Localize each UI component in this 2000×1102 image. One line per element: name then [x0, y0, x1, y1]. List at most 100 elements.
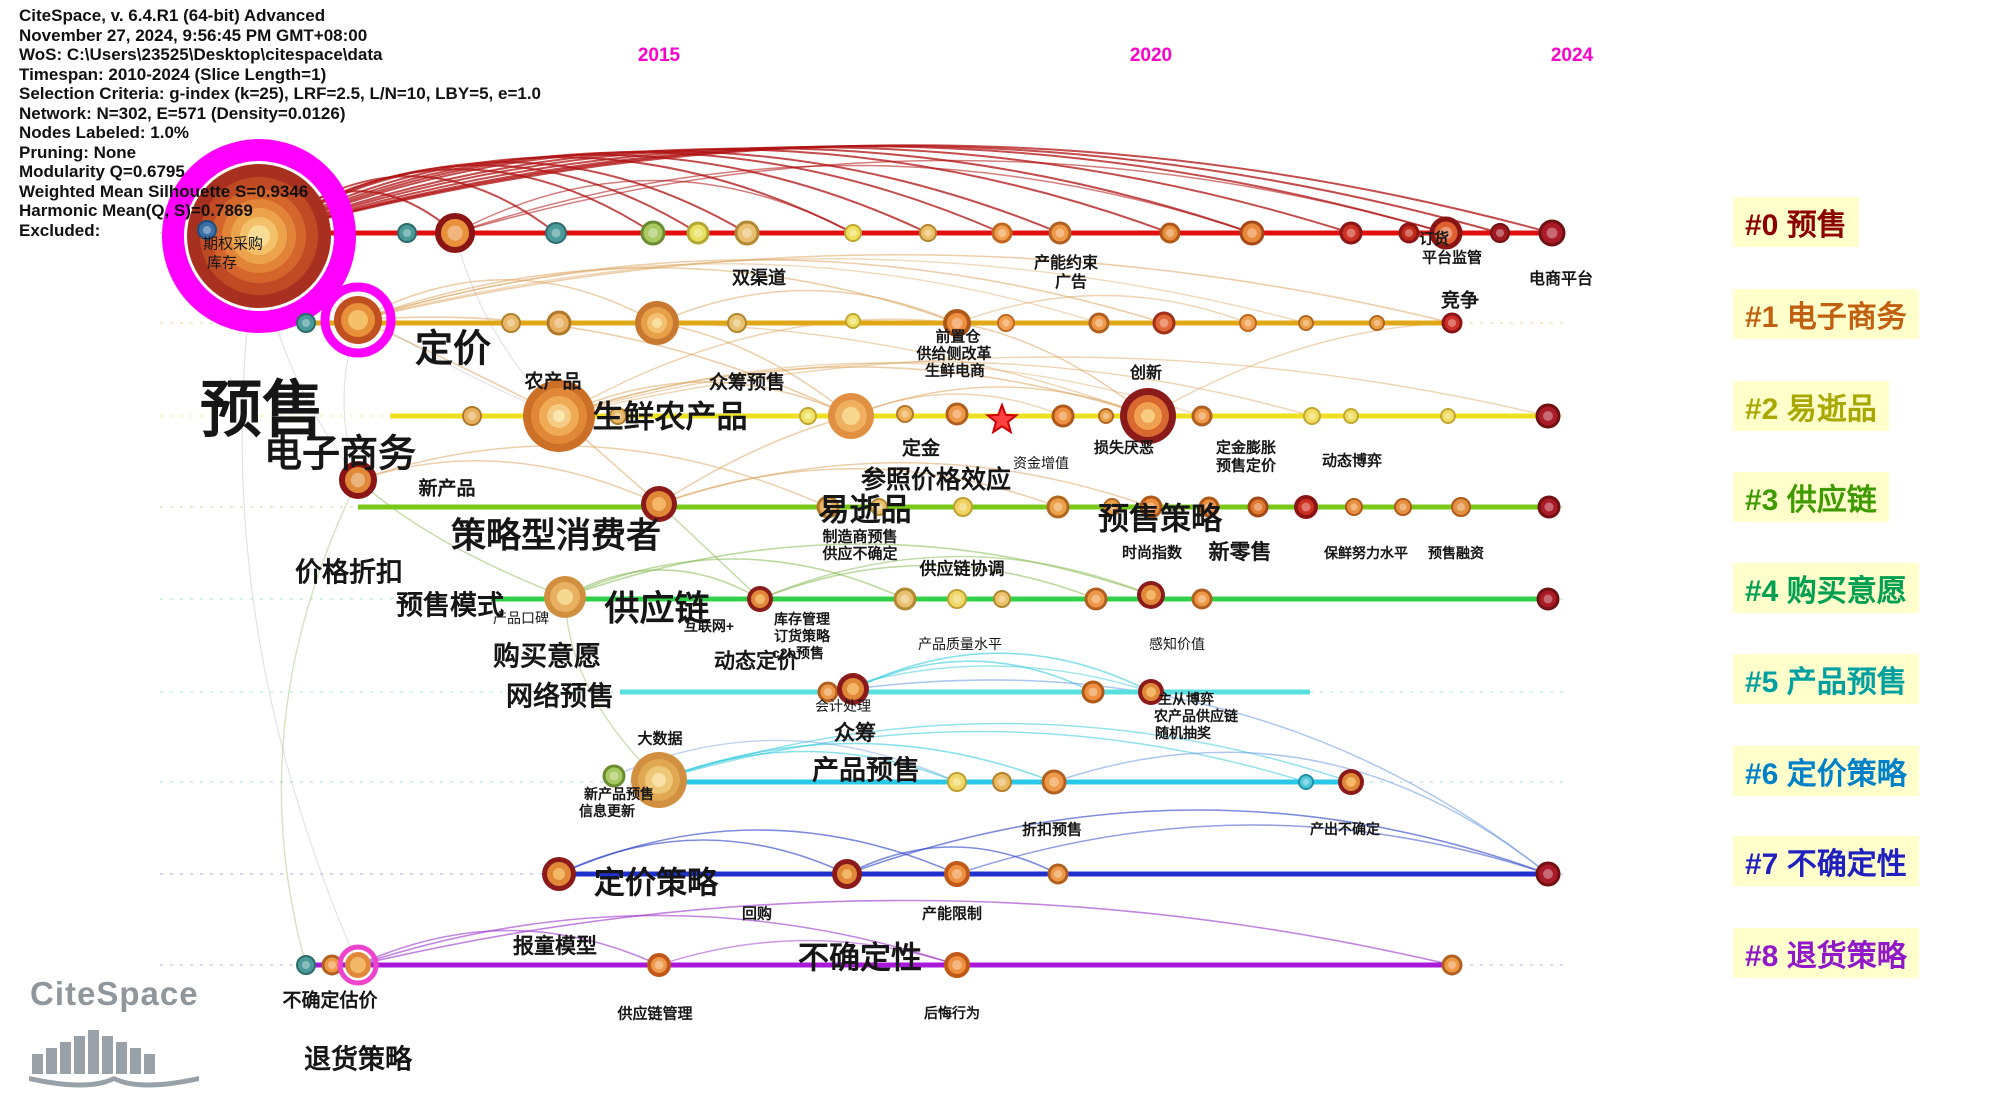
- keyword-node[interactable]: [631, 752, 687, 808]
- keyword-node[interactable]: [1345, 498, 1363, 516]
- keyword-node[interactable]: [1048, 221, 1072, 245]
- keyword-node[interactable]: [197, 220, 217, 240]
- keyword-node[interactable]: [1338, 769, 1364, 795]
- keyword-node[interactable]: [1298, 315, 1314, 331]
- keyword-node[interactable]: [1159, 222, 1181, 244]
- keyword-node[interactable]: [1138, 679, 1164, 705]
- keyword-node[interactable]: [640, 220, 666, 246]
- keyword-node[interactable]: [1441, 954, 1463, 976]
- keyword-node[interactable]: [1339, 221, 1363, 245]
- keyword-label[interactable]: 会计处理: [815, 698, 871, 714]
- keyword-node[interactable]: [1535, 403, 1561, 429]
- keyword-node[interactable]: [1398, 222, 1420, 244]
- keyword-label[interactable]: 价格折扣: [295, 557, 403, 588]
- keyword-node[interactable]: [1081, 680, 1105, 704]
- keyword-label[interactable]: 时尚指数: [1121, 544, 1183, 562]
- keyword-label[interactable]: 产品口碑: [493, 610, 549, 626]
- keyword-label[interactable]: 定金膨胀: [1215, 439, 1277, 457]
- keyword-label[interactable]: 资金增值: [1013, 455, 1069, 471]
- keyword-node[interactable]: [501, 313, 521, 333]
- keyword-node[interactable]: [997, 314, 1015, 332]
- keyword-node[interactable]: [1191, 405, 1213, 427]
- keyword-label[interactable]: 产能约束: [1033, 255, 1099, 272]
- keyword-label[interactable]: 产能限制: [921, 905, 983, 923]
- keyword-node[interactable]: [1098, 408, 1114, 424]
- keyword-label[interactable]: 新产品预售: [584, 786, 654, 802]
- keyword-node[interactable]: [1490, 223, 1510, 243]
- keyword-label[interactable]: 感知价值: [1149, 636, 1205, 652]
- keyword-node[interactable]: [1046, 495, 1070, 519]
- keyword-node[interactable]: [727, 313, 747, 333]
- keyword-node[interactable]: [845, 313, 861, 329]
- keyword-label[interactable]: 随机抽奖: [1155, 725, 1211, 741]
- keyword-node[interactable]: [641, 486, 677, 522]
- legend-item-1[interactable]: #1 电子商务: [1733, 289, 1919, 339]
- keyword-label[interactable]: 易逝品: [818, 492, 912, 528]
- keyword-label[interactable]: 生鲜电商: [924, 362, 986, 380]
- keyword-node[interactable]: [1440, 408, 1456, 424]
- keyword-label[interactable]: 动态定价: [714, 650, 798, 673]
- keyword-label[interactable]: 信息更新: [579, 803, 635, 819]
- legend-item-5[interactable]: #5 产品预售: [1733, 654, 1919, 704]
- keyword-node[interactable]: [609, 407, 627, 425]
- keyword-node[interactable]: [816, 495, 840, 519]
- keyword-node[interactable]: [992, 772, 1012, 792]
- keyword-node[interactable]: [602, 764, 626, 788]
- keyword-node[interactable]: [943, 309, 971, 337]
- keyword-label[interactable]: 报童模型: [513, 935, 597, 958]
- keyword-label[interactable]: 前置仓: [935, 328, 981, 346]
- keyword-node[interactable]: [844, 224, 862, 242]
- keyword-node[interactable]: [337, 944, 379, 986]
- keyword-label[interactable]: 农产品供应链: [1154, 708, 1238, 724]
- keyword-node[interactable]: [1139, 495, 1163, 519]
- keyword-node[interactable]: [1084, 587, 1108, 611]
- keyword-node[interactable]: [953, 497, 973, 517]
- keyword-node[interactable]: [919, 224, 937, 242]
- legend-item-8[interactable]: #8 退货策略: [1733, 928, 1919, 978]
- keyword-label[interactable]: 不确定估价: [282, 990, 378, 1012]
- keyword-label[interactable]: 定价策略: [594, 865, 718, 901]
- keyword-label[interactable]: 订货: [1418, 230, 1450, 248]
- keyword-label[interactable]: 预售融资: [1428, 545, 1484, 561]
- keyword-label[interactable]: 生鲜农产品: [592, 399, 748, 435]
- keyword-label[interactable]: 新产品: [418, 478, 476, 500]
- keyword-node[interactable]: [296, 955, 316, 975]
- keyword-label[interactable]: 供应不确定: [822, 545, 898, 563]
- keyword-label[interactable]: 回购: [741, 905, 773, 923]
- legend-item-2[interactable]: #2 易逝品: [1733, 381, 1889, 431]
- keyword-label[interactable]: 预售模式: [396, 590, 504, 621]
- keyword-node[interactable]: [991, 222, 1013, 244]
- legend-item-3[interactable]: #3 供应链: [1733, 472, 1889, 522]
- keyword-node[interactable]: [1343, 408, 1359, 424]
- keyword-label[interactable]: 定金: [901, 438, 941, 460]
- keyword-label[interactable]: 动态博弈: [1321, 452, 1383, 470]
- legend-item-4[interactable]: #4 购买意愿: [1733, 563, 1919, 613]
- keyword-label[interactable]: 库存: [206, 254, 238, 272]
- keyword-node[interactable]: [747, 586, 773, 612]
- keyword-node[interactable]: [1198, 496, 1220, 518]
- keyword-node[interactable]: [647, 953, 671, 977]
- keyword-node[interactable]: [1239, 220, 1265, 246]
- keyword-node[interactable]: [947, 589, 967, 609]
- keyword-node[interactable]: [1536, 587, 1560, 611]
- keyword-node[interactable]: [893, 587, 917, 611]
- keyword-node[interactable]: [546, 310, 572, 336]
- keyword-label[interactable]: 农产品: [524, 371, 582, 393]
- legend-item-6[interactable]: #6 定价策略: [1733, 746, 1919, 796]
- keyword-node[interactable]: [1451, 497, 1471, 517]
- keyword-node[interactable]: [1152, 311, 1176, 335]
- keyword-node[interactable]: [544, 576, 586, 618]
- keyword-node[interactable]: [1535, 861, 1561, 887]
- keyword-node[interactable]: [686, 221, 710, 245]
- keyword-label[interactable]: 创新: [1129, 365, 1163, 382]
- keyword-label[interactable]: 制造商预售: [822, 528, 898, 546]
- keyword-node[interactable]: [1303, 407, 1321, 425]
- keyword-label[interactable]: 不确定性: [798, 940, 922, 976]
- keyword-label[interactable]: 策略型消费者: [450, 516, 662, 556]
- keyword-label[interactable]: 互联网+: [683, 618, 735, 634]
- keyword-node[interactable]: [944, 861, 970, 887]
- keyword-node[interactable]: [1538, 219, 1566, 247]
- keyword-label[interactable]: 众筹预售: [708, 372, 786, 394]
- keyword-label[interactable]: 产品预售: [812, 755, 920, 786]
- keyword-label[interactable]: 后悔行为: [924, 1005, 980, 1021]
